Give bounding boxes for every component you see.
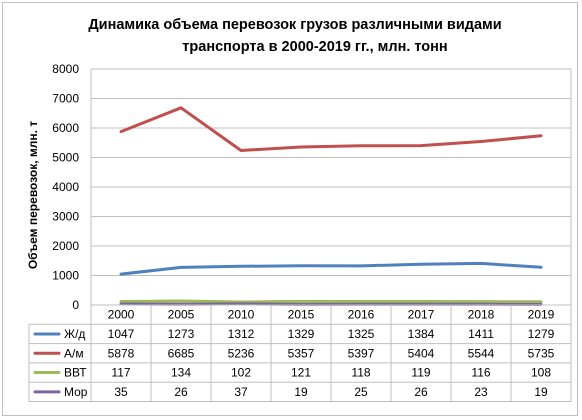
y-tick-label: 2000 <box>52 239 79 253</box>
legend-label: А/м <box>64 346 84 360</box>
x-tick-label: 2016 <box>348 308 375 322</box>
series-line-Мор <box>119 302 543 306</box>
data-label: 35 <box>114 385 128 399</box>
data-label: 26 <box>174 385 188 399</box>
data-label: 26 <box>414 385 428 399</box>
chart-title-line: Динамика объема перевозок грузов различн… <box>88 17 501 33</box>
y-tick-label: 8000 <box>52 62 79 76</box>
data-label: 134 <box>171 366 191 380</box>
legend-label: Мор <box>64 385 88 399</box>
x-tick-label: 2000 <box>108 308 135 322</box>
series-line-ВВТ <box>119 299 543 304</box>
y-tick-label: 4000 <box>52 180 79 194</box>
data-label: 1329 <box>288 327 315 341</box>
data-label: 25 <box>354 385 368 399</box>
y-tick-label: 3000 <box>52 210 79 224</box>
y-tick-label: 1000 <box>52 269 79 283</box>
x-tick-label: 2018 <box>468 308 495 322</box>
data-label: 117 <box>111 366 130 380</box>
data-label: 1047 <box>108 327 135 341</box>
x-tick-label: 2017 <box>408 308 435 322</box>
data-label: 119 <box>411 366 430 380</box>
data-label: 1384 <box>408 327 435 341</box>
data-label: 5404 <box>408 346 435 360</box>
chart: Динамика объема перевозок грузов различн… <box>26 17 572 402</box>
data-label: 6685 <box>168 346 195 360</box>
data-label: 116 <box>471 366 490 380</box>
data-label: 5357 <box>288 346 315 360</box>
data-label: 5397 <box>348 346 375 360</box>
data-label: 1273 <box>168 327 195 341</box>
chart-frame: Динамика объема перевозок грузов различн… <box>2 2 578 416</box>
data-label: 5735 <box>528 346 555 360</box>
y-tick-label: 5000 <box>52 151 79 165</box>
y-tick-label: 7000 <box>52 92 79 106</box>
data-label: 1325 <box>348 327 375 341</box>
series-line-Ж/д <box>119 261 543 276</box>
data-label: 5544 <box>468 346 495 360</box>
legend-label: Ж/д <box>64 327 85 341</box>
data-label: 108 <box>531 366 551 380</box>
y-axis-label: Объем перевозок, млн. т <box>26 121 40 269</box>
y-tick-label: 0 <box>72 298 79 312</box>
data-label: 23 <box>474 385 488 399</box>
data-label: 1312 <box>228 327 255 341</box>
series-line-А/м <box>119 106 543 152</box>
data-label: 102 <box>231 366 251 380</box>
x-tick-label: 2015 <box>288 308 315 322</box>
x-tick-label: 2005 <box>168 308 195 322</box>
data-label: 1279 <box>528 327 555 341</box>
x-tick-label: 2019 <box>528 308 555 322</box>
data-label: 5236 <box>228 346 255 360</box>
data-label: 19 <box>534 385 548 399</box>
data-label: 118 <box>351 366 370 380</box>
data-label: 19 <box>294 385 308 399</box>
chart-title-line: транспорта в 2000-2019 гг., млн. тонн <box>182 39 447 55</box>
y-tick-label: 6000 <box>52 121 79 135</box>
data-label: 37 <box>234 385 248 399</box>
data-label: 1411 <box>468 327 494 341</box>
x-tick-label: 2010 <box>228 308 255 322</box>
legend-label: ВВТ <box>64 366 87 380</box>
data-label: 5878 <box>108 346 135 360</box>
data-label: 121 <box>291 366 311 380</box>
